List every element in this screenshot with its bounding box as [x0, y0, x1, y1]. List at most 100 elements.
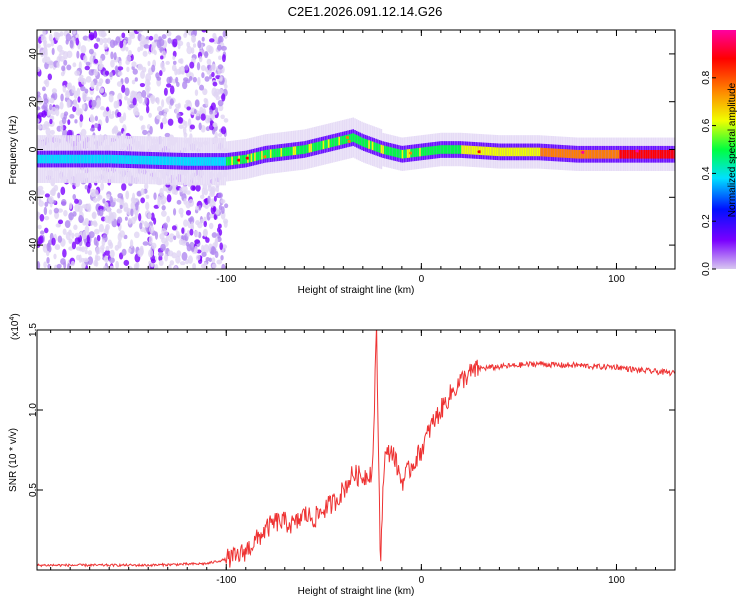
spectral-band-core — [161, 156, 163, 165]
spectral-band-core — [526, 147, 528, 157]
snr-multiplier: (x104) — [9, 313, 21, 340]
spectral-band-core — [50, 154, 53, 164]
spectral-noise-point — [194, 99, 200, 108]
spectral-band-core — [317, 141, 319, 151]
spectral-noise-point — [139, 222, 143, 230]
spectral-band-core — [261, 150, 263, 160]
spectral-noise-point — [146, 81, 151, 86]
spectral-noise-point — [65, 91, 71, 99]
spectral-band-core — [452, 145, 455, 154]
spectral-noise-point — [188, 199, 195, 207]
spectral-band-core — [485, 146, 488, 156]
spectral-noise-point — [162, 222, 169, 230]
spectral-band-core — [43, 154, 46, 164]
spectral-noise-point — [161, 117, 168, 125]
spectral-noise-point — [185, 79, 191, 84]
spectral-band-core — [438, 145, 441, 155]
spectral-noise-point — [90, 80, 95, 90]
spectral-band-core — [528, 147, 530, 157]
spectral-noise-point — [72, 193, 77, 200]
spectral-noise-point — [84, 203, 90, 210]
spectral-band-core — [366, 139, 369, 149]
spectral-band-core — [396, 148, 398, 158]
spectrogram-xlabel: Height of straight line (km) — [298, 285, 415, 296]
spectral-noise-point — [99, 58, 103, 67]
spectral-noise-point — [117, 92, 123, 102]
spectral-noise-point — [141, 89, 147, 98]
spectral-band-core — [226, 157, 228, 166]
spectral-band-core — [538, 147, 541, 157]
spectral-noise-point — [57, 219, 64, 225]
spectral-noise-point — [143, 44, 150, 49]
spectral-noise-point — [112, 197, 117, 203]
spectral-noise-point — [48, 209, 53, 215]
spectral-noise-point — [167, 118, 174, 126]
spectral-noise-point — [106, 206, 111, 213]
spectral-noise-point — [186, 230, 191, 238]
spectral-noise-point — [223, 118, 229, 123]
spectral-noise-point — [82, 231, 87, 240]
spectral-noise-point — [119, 115, 124, 124]
spectral-noise-point — [61, 175, 67, 183]
spectral-band-core — [463, 145, 465, 155]
spectral-noise-point — [82, 257, 89, 263]
spectral-band-core — [134, 155, 137, 165]
spectral-noise-point — [208, 257, 212, 262]
spectral-noise-point — [144, 222, 150, 228]
spectral-noise-point — [143, 39, 150, 45]
spectral-noise-point — [102, 37, 108, 44]
spectral-band-core — [145, 155, 147, 165]
spectral-band-core — [387, 146, 390, 156]
spectral-noise-point — [45, 56, 51, 64]
spectral-band-core — [350, 133, 353, 143]
spectral-band-core — [310, 143, 312, 153]
spectral-band-core — [240, 155, 242, 164]
spectral-noise-point — [183, 132, 188, 138]
spectral-noise-point — [98, 30, 104, 37]
spectral-noise-point — [142, 241, 149, 246]
spectral-band-core — [640, 149, 643, 159]
spectral-noise-point — [223, 220, 228, 228]
spectral-noise-point — [71, 241, 77, 250]
spectral-band-core — [76, 154, 79, 164]
spectral-peak — [263, 155, 268, 159]
spectral-band-core — [157, 156, 160, 165]
spectral-noise-point — [37, 43, 41, 49]
spectral-noise-point — [84, 217, 90, 226]
spectral-noise-point — [171, 225, 177, 231]
spectral-noise-point — [121, 183, 127, 191]
spectral-noise-point — [131, 61, 137, 68]
spectral-noise-point — [167, 37, 172, 44]
spectral-band-core — [591, 149, 593, 159]
spectral-band-core — [477, 146, 479, 155]
spectral-noise-point — [133, 263, 139, 269]
spectral-noise-point — [121, 84, 126, 94]
spectral-noise-point — [39, 47, 45, 55]
spectral-noise-point — [50, 106, 57, 116]
spectral-band-core — [68, 154, 70, 164]
spectral-band-core — [656, 149, 658, 159]
spectral-noise-point — [182, 81, 188, 90]
spectral-band-core — [617, 149, 620, 159]
spectral-noise-point — [147, 60, 151, 67]
spectral-band-core — [348, 134, 351, 143]
spectral-band-core — [614, 149, 616, 159]
spectral-noise-point — [124, 216, 128, 221]
spectral-noise-point — [80, 128, 87, 137]
spectral-band-core — [510, 147, 513, 157]
spectral-band-core — [118, 155, 121, 164]
spectral-band-core — [568, 149, 571, 159]
spectral-noise-point — [111, 110, 115, 115]
spectral-band-core — [355, 134, 358, 144]
spectral-noise-point — [168, 264, 172, 269]
spectral-noise-point — [193, 230, 200, 238]
spectral-band-core — [659, 149, 662, 159]
ytick-label: 0.5 — [28, 483, 39, 497]
spectral-noise-point — [42, 30, 46, 37]
spectral-noise-point — [144, 182, 149, 190]
spectral-band-core — [650, 149, 653, 159]
spectral-peak — [581, 150, 586, 154]
spectral-band-core — [185, 157, 188, 166]
spectral-band-core — [517, 147, 520, 157]
spectral-band-core — [326, 139, 328, 149]
